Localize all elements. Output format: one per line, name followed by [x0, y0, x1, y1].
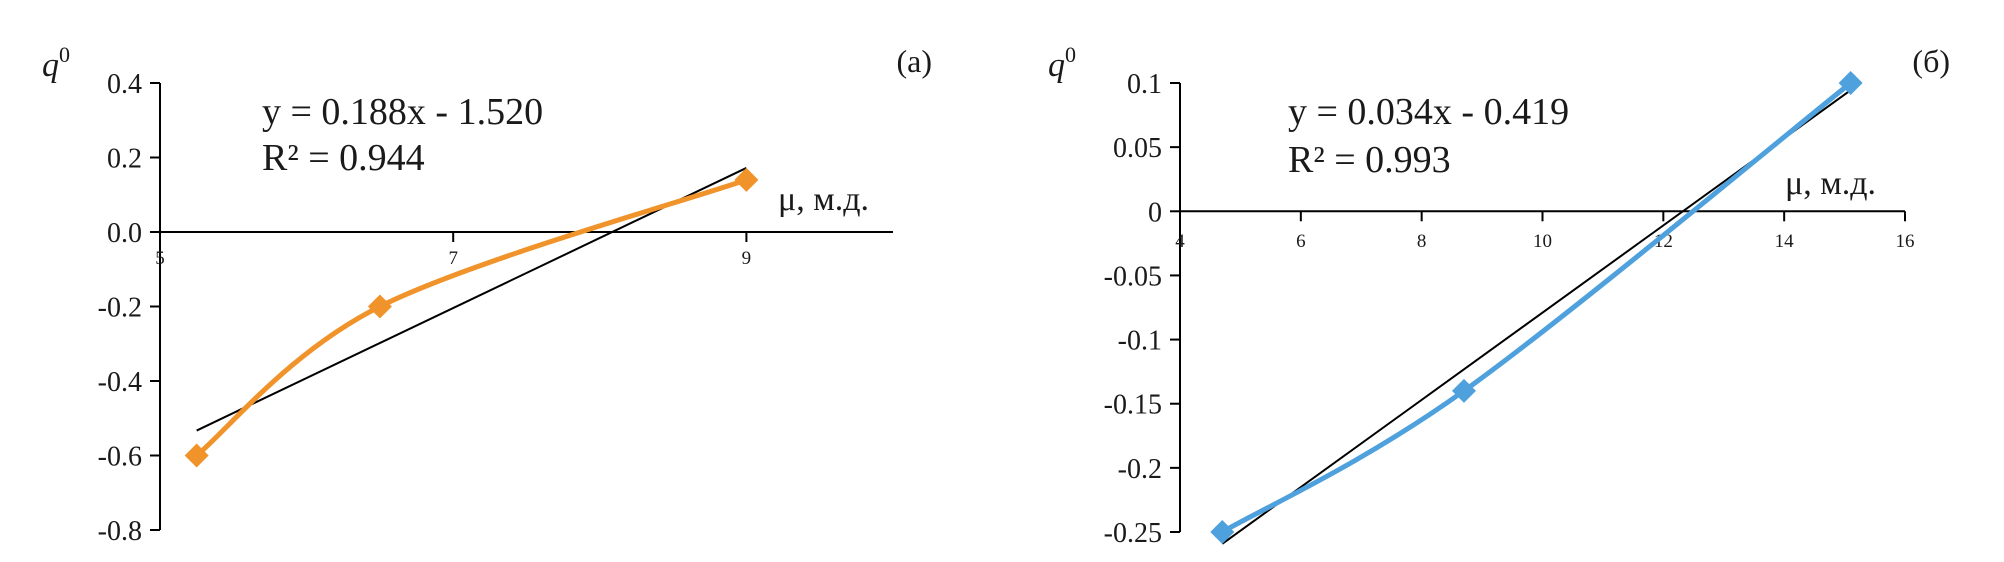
- y-tick-label-a: -0.6: [98, 442, 142, 473]
- x-tick-label-b: 14: [1775, 231, 1795, 252]
- x-tick-label-b: 10: [1533, 231, 1552, 252]
- r-squared-b: R² = 0.993: [1288, 139, 1451, 181]
- y-tick-label-a: 0.0: [107, 218, 142, 249]
- trend-equation-a: y = 0.188x - 1.520: [262, 91, 543, 133]
- y-tick-label-a: -0.4: [98, 367, 142, 398]
- y-tick-label-b: 0: [1148, 197, 1162, 228]
- y-tick-label-b: -0.15: [1104, 390, 1162, 421]
- y-tick-label-b: 0.1: [1127, 69, 1162, 100]
- data-point-a: [367, 294, 392, 319]
- y-tick-label-b: -0.25: [1104, 518, 1162, 549]
- chart-panel-b: (б) q0 μ, м.д. y = 0.034x - 0.419 R² = 0…: [1048, 42, 1950, 549]
- trendline-a: [196, 167, 747, 432]
- data-point-a: [184, 443, 209, 468]
- y-tick-label-b: -0.1: [1118, 326, 1162, 357]
- data-point-a: [734, 167, 759, 192]
- series-line-a: [194, 177, 749, 458]
- series-line-b: [1219, 80, 1854, 535]
- y-tick-label-a: -0.8: [98, 516, 142, 547]
- x-tick-label-b: 16: [1896, 231, 1915, 252]
- x-axis-title-a: μ, м.д.: [778, 181, 869, 218]
- x-tick-label-a: 7: [448, 248, 458, 269]
- y-axis-title-b: q0: [1048, 42, 1076, 84]
- x-tick-label-a: 5: [155, 248, 165, 269]
- y-tick-label-b: -0.05: [1104, 261, 1162, 292]
- x-tick-label-b: 8: [1417, 231, 1427, 252]
- r-squared-a: R² = 0.944: [262, 137, 425, 179]
- trend-equation-b: y = 0.034x - 0.419: [1288, 91, 1569, 133]
- chart-panel-a: (а) q0 μ, м.д. y = 0.188x - 1.520 R² = 0…: [42, 42, 932, 547]
- y-tick-label-b: 0.05: [1113, 133, 1162, 164]
- data-point-b: [1210, 520, 1235, 544]
- y-tick-label-a: 0.2: [107, 144, 142, 175]
- panel-label-a: (а): [896, 43, 932, 79]
- x-tick-label-a: 9: [742, 248, 752, 269]
- y-axis-title-a: q0: [42, 42, 70, 84]
- y-tick-label-b: -0.2: [1118, 454, 1162, 485]
- x-tick-label-b: 4: [1175, 231, 1185, 252]
- y-tick-label-a: 0.4: [107, 69, 142, 100]
- y-tick-label-a: -0.2: [98, 293, 142, 324]
- x-tick-label-b: 6: [1296, 231, 1306, 252]
- data-point-b: [1838, 71, 1863, 95]
- data-point-b: [1451, 378, 1476, 403]
- x-axis-title-b: μ, м.д.: [1785, 165, 1876, 202]
- panel-label-b: (б): [1912, 43, 1950, 79]
